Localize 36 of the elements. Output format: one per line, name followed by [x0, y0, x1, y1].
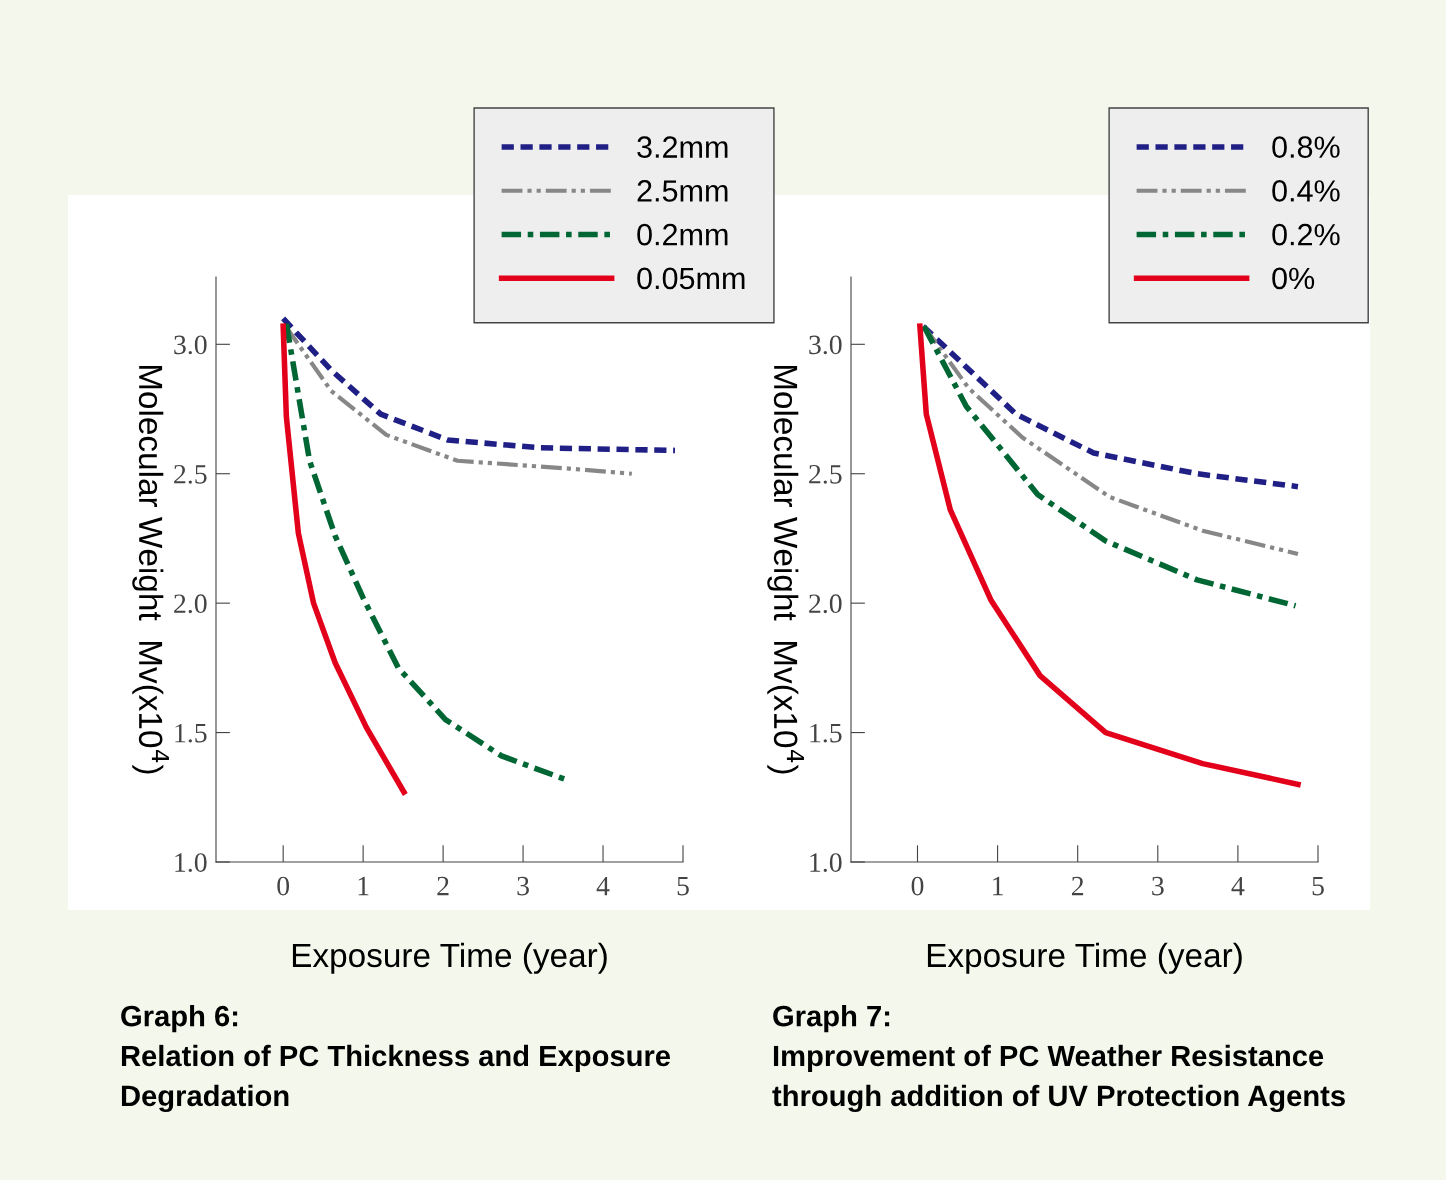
x-axis-title: Exposure Time (year)	[927, 942, 1242, 974]
legend-label: 0%	[1272, 267, 1315, 290]
x-tick-label: 0	[911, 876, 924, 896]
x-tick-label: 5	[677, 876, 689, 896]
y-tick-label: 2.0	[174, 594, 207, 614]
legend-label: 0.8%	[1272, 136, 1340, 158]
x-tick-label: 1	[993, 876, 1003, 896]
legend-label: 0.2mm	[637, 223, 728, 246]
y-tick-label: 1.0	[175, 853, 207, 873]
y-tick-label: 2.5	[809, 464, 842, 484]
x-tick-label: 2	[1071, 876, 1084, 896]
y-tick-label: 2.5	[174, 464, 207, 484]
legend-label: 3.2mm	[637, 136, 728, 158]
legend-label: 0.4%	[1272, 180, 1340, 202]
legend-label: 0.05mm	[637, 267, 745, 290]
x-tick-label: 2	[437, 876, 449, 896]
x-tick-label: 3	[1152, 876, 1164, 896]
text: Graph 6: Relation of PC Thickness and Exposure Degradation	[121, 1005, 671, 1113]
text: Graph 7: Improvement of PC Weather Resistance through addition of UV Protection Agents	[772, 1005, 1345, 1113]
y-tick-label: 1.0	[810, 853, 842, 873]
legend-label: 2.5mm	[637, 180, 728, 202]
y-tick-label: 3.0	[809, 335, 842, 355]
y-axis-title: Molecular Weight Mv(x10$^{4}$)	[767, 365, 804, 774]
x-tick-label: 4	[1231, 876, 1245, 896]
y-tick-label: 1.5	[810, 723, 842, 743]
x-tick-label: 1	[358, 876, 369, 896]
y-tick-label: 3.0	[174, 335, 207, 355]
x-tick-label: 4	[596, 876, 610, 896]
x-tick-label: 0	[277, 876, 290, 896]
x-tick-label: 5	[1312, 876, 1324, 896]
legend-label: 0.2%	[1272, 223, 1340, 246]
y-tick-label: 1.5	[175, 723, 207, 743]
x-axis-title: Exposure Time (year)	[292, 942, 607, 974]
y-axis-title: Molecular Weight Mv(x10$^{4}$)	[132, 365, 169, 774]
x-tick-label: 3	[517, 876, 529, 896]
y-tick-label: 2.0	[809, 594, 842, 614]
